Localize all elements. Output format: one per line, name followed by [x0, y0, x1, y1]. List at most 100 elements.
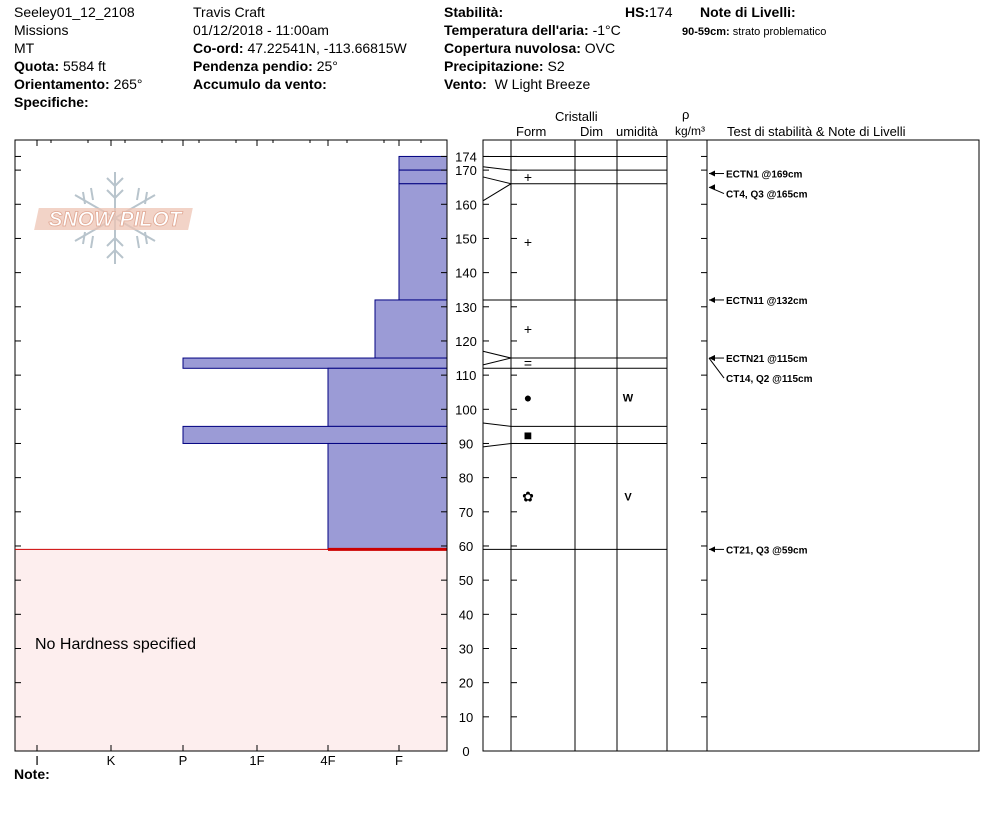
- depth-label-1: 170: [455, 163, 477, 178]
- crystals-header: Cristalli: [555, 109, 598, 124]
- crystal-form-2: +: [524, 234, 532, 250]
- boundary-connector-9: [482, 442, 512, 448]
- hs-label: HS:: [625, 4, 650, 20]
- region: Missions: [14, 22, 69, 38]
- layer-notes-label: Note di Livelli:: [700, 4, 796, 20]
- hardness-bar-5: [327, 367, 448, 427]
- depth-label-18: 0: [462, 744, 469, 759]
- test-label-1: CT4, Q3 @165cm: [726, 190, 808, 201]
- test-label-3: ECTN21 @115cm: [726, 354, 808, 365]
- crystal-form-5: ●: [524, 389, 532, 405]
- boundary-connector-5: [482, 350, 512, 359]
- depth-label-6: 120: [455, 334, 477, 349]
- note-label: Note:: [14, 766, 50, 782]
- depth-label-14: 40: [459, 607, 473, 622]
- observer: Travis Craft: [193, 4, 265, 20]
- date-time: 01/12/2018 - 11:00am: [193, 22, 329, 38]
- hardness-label-2: P: [179, 753, 188, 768]
- tests-header: Test di stabilità & Note di Livelli: [727, 124, 906, 139]
- elevation-label: Quota:: [14, 58, 60, 74]
- test-arrow-1: [709, 184, 715, 191]
- depth-label-3: 150: [455, 231, 477, 246]
- hardness-bar-7: [327, 442, 448, 550]
- crystal-form-1: +: [524, 169, 532, 185]
- depth-label-15: 30: [459, 641, 473, 656]
- density-unit-header: kg/m³: [675, 124, 705, 138]
- depth-label-12: 60: [459, 539, 473, 554]
- no-hardness-label: No Hardness specified: [35, 636, 196, 653]
- slope-label: Pendenza pendio:: [193, 58, 313, 74]
- test-label-5: CT21, Q3 @59cm: [726, 545, 808, 556]
- slope-value: 25°: [316, 58, 338, 74]
- boundary-connector-1: [482, 166, 512, 171]
- hardness-label-4: 4F: [320, 753, 335, 768]
- depth-label-17: 10: [459, 710, 473, 725]
- depth-label-2: 160: [455, 197, 477, 212]
- crystal-form-6: ■: [524, 427, 532, 443]
- precip-label: Precipitazione:: [444, 58, 544, 74]
- coordinates: Co-ord: 47.22541N, -113.66815W: [193, 40, 407, 56]
- hardness-label-0: I: [35, 753, 39, 768]
- hardness-bars: [182, 155, 448, 550]
- precipitation: Precipitazione: S2: [444, 58, 565, 74]
- depth-label-13: 50: [459, 573, 473, 588]
- cloud-cover: Copertura nuvolosa: OVC: [444, 40, 615, 56]
- hardness-ticks: I K P 1F 4F F: [35, 140, 422, 768]
- test-arrow-0: [709, 170, 715, 177]
- test-label-0: ECTN1 @169cm: [726, 170, 803, 181]
- unspecified-hardness-area: [15, 549, 447, 751]
- test-arrow-5: [709, 546, 715, 553]
- crystal-form-3: +: [524, 321, 532, 337]
- hardness-bar-3: [374, 299, 448, 359]
- problem-range: 90-59cm:: [682, 26, 730, 38]
- depth-label-16: 20: [459, 676, 473, 691]
- hs: HS:174: [625, 4, 672, 20]
- hardness-bar-6: [182, 425, 448, 444]
- hs-value: 174: [649, 4, 673, 20]
- stability-tests: ECTN1 @169cm CT4, Q3 @165cm ECTN11 @132cm E…: [708, 170, 813, 556]
- hardness-label-1: K: [107, 753, 116, 768]
- depth-label-0: 174: [455, 149, 477, 164]
- stability-label: Stabilità:: [444, 4, 504, 20]
- hardness-label-5: F: [395, 753, 403, 768]
- moisture-5: W: [623, 392, 634, 404]
- state: MT: [14, 40, 35, 56]
- boundary-connector-3: [482, 183, 512, 202]
- moisture-7: V: [624, 491, 632, 503]
- crystal-form-7: ✿: [522, 488, 534, 504]
- depth-label-9: 90: [459, 436, 473, 451]
- air-temp-value: -1°C: [592, 22, 621, 38]
- moisture-header: umidità: [616, 124, 658, 139]
- crystal-form-4: =: [524, 355, 532, 371]
- test-leader-4: [708, 357, 725, 379]
- depth-label-10: 80: [459, 471, 473, 486]
- layer-boundaries: + + + = ● W ■ ✿ V: [482, 155, 667, 550]
- depth-ticks: 1741701601501401301201101009080706050403…: [15, 149, 707, 759]
- aspect-label: Orientamento:: [14, 76, 110, 92]
- depth-label-7: 110: [456, 368, 477, 383]
- wind: Vento: W Light Breeze: [444, 76, 590, 92]
- test-arrow-2: [709, 296, 715, 303]
- hardness-frame: [14, 139, 448, 752]
- specifics-label: Specifiche:: [14, 94, 89, 110]
- boundary-connector-2: [482, 176, 512, 185]
- boundary-connector-8: [482, 422, 512, 427]
- cloud-value: OVC: [584, 40, 616, 56]
- elevation: Quota: 5584 ft: [14, 58, 106, 74]
- air-temp-label: Temperatura dell'aria:: [444, 22, 589, 38]
- aspect-value: 265°: [113, 76, 143, 92]
- air-temp: Temperatura dell'aria: -1°C: [444, 22, 621, 38]
- depth-label-5: 130: [455, 300, 477, 315]
- coord-label: Co-ord:: [193, 40, 244, 56]
- depth-label-11: 70: [459, 505, 473, 520]
- wind-value: W Light Breeze: [494, 76, 591, 92]
- site-name: Seeley01_12_2108: [14, 4, 135, 20]
- test-arrow-4: [709, 355, 715, 362]
- logo-text: SNOW PILOT: [49, 208, 184, 231]
- cloud-label: Copertura nuvolosa:: [444, 40, 581, 56]
- hardness-label-3: 1F: [249, 753, 264, 768]
- problem-text: strato problematico: [732, 26, 827, 38]
- logo-banner: [34, 208, 193, 230]
- boundary-connector-6: [482, 357, 512, 366]
